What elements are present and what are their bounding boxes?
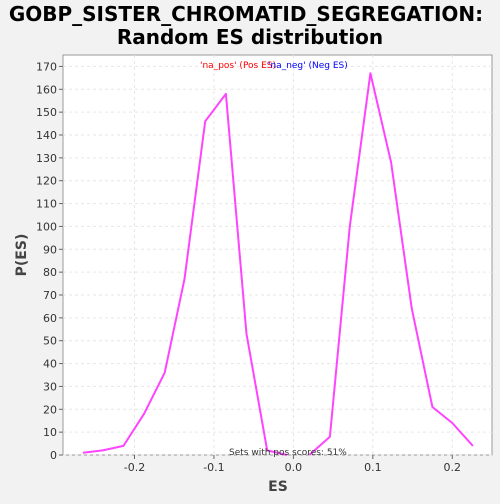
y-tick-label: 40 bbox=[43, 358, 57, 371]
chart-title-line-1: GOBP_SISTER_CHROMATID_SEGREGATION: bbox=[9, 2, 483, 26]
y-tick-label: 90 bbox=[43, 243, 57, 256]
x-tick-label: 0.0 bbox=[285, 461, 303, 474]
y-tick-label: 30 bbox=[43, 380, 57, 393]
y-tick-label: 70 bbox=[43, 289, 57, 302]
y-tick-label: 100 bbox=[36, 220, 57, 233]
pos-scores-annotation: Sets with pos scores: 51% bbox=[229, 448, 347, 458]
plot-area bbox=[62, 54, 493, 456]
y-tick-label: 150 bbox=[36, 106, 57, 119]
y-tick-label: 110 bbox=[36, 198, 57, 211]
y-tick-label: 0 bbox=[50, 449, 57, 462]
es-distribution-line-1 bbox=[82, 92, 288, 456]
y-tick-label: 120 bbox=[36, 175, 57, 188]
y-tick-label: 50 bbox=[43, 335, 57, 348]
y-tick-label: 140 bbox=[36, 129, 57, 142]
es-distribution-line-2 bbox=[308, 72, 474, 456]
y-tick-label: 60 bbox=[43, 312, 57, 325]
legend-neg-label: 'na_neg' (Neg ES) bbox=[268, 61, 348, 71]
y-tick-label: 130 bbox=[36, 152, 57, 165]
chart-title-line-2: Random ES distribution bbox=[117, 25, 383, 49]
y-tick-label: 160 bbox=[36, 83, 57, 96]
legend-pos-label: 'na_pos' (Pos ES) bbox=[200, 61, 276, 71]
y-tick-label: 80 bbox=[43, 266, 57, 279]
x-tick-label: 0.2 bbox=[444, 461, 462, 474]
series-layer bbox=[82, 72, 474, 456]
axis-ticks: 0 10 20 30 40 50 60 70 80 90 100 110 120 130 140 150 160… bbox=[36, 60, 461, 474]
y-tick-label: 170 bbox=[36, 60, 57, 73]
x-tick-label: -0.2 bbox=[124, 461, 145, 474]
x-tick-label: 0.1 bbox=[364, 461, 382, 474]
y-tick-label: 10 bbox=[43, 426, 57, 439]
grid-lines bbox=[63, 55, 492, 456]
x-axis-label: ES bbox=[268, 479, 288, 495]
y-tick-label: 20 bbox=[43, 403, 57, 416]
y-axis-label: P(ES) bbox=[14, 234, 30, 277]
x-tick-label: -0.1 bbox=[203, 461, 224, 474]
